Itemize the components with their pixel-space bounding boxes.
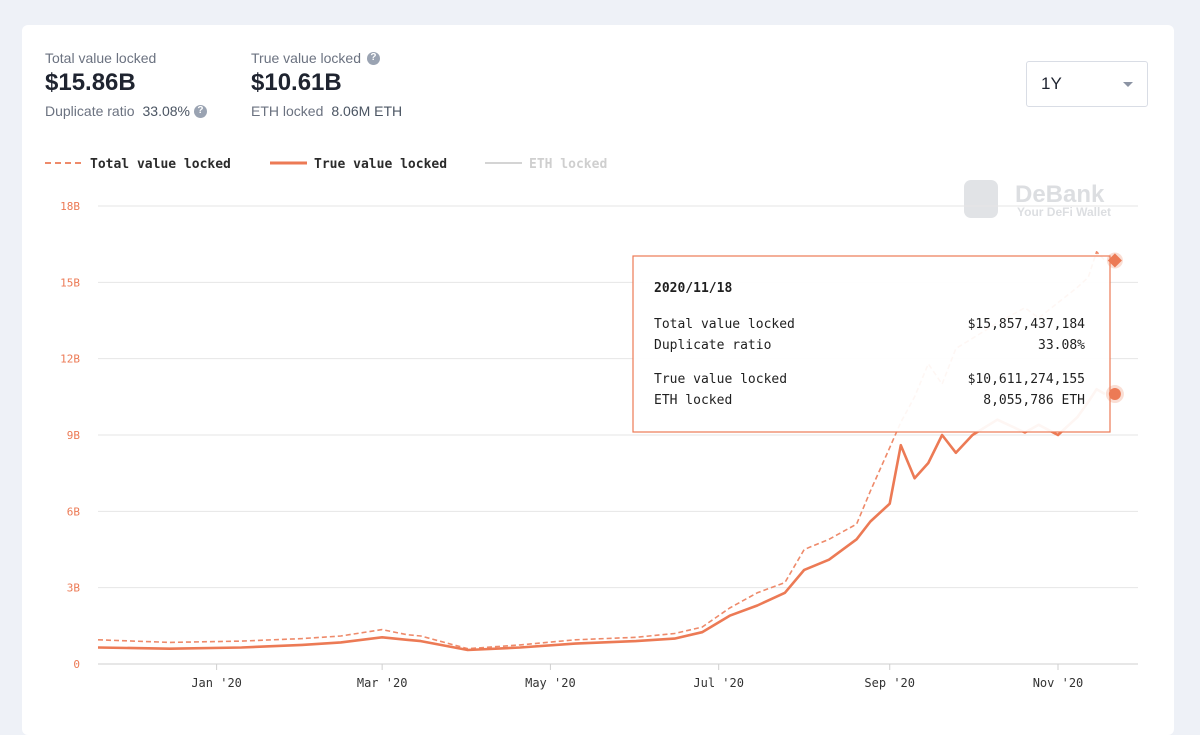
watermark-tagline: Your DeFi Wallet	[1017, 205, 1111, 219]
legend-item-true[interactable]: True value locked	[270, 157, 447, 172]
tvl-stat: Total value locked $15.86B Duplicate rat…	[45, 50, 207, 119]
tooltip-value: $15,857,437,184	[968, 317, 1086, 332]
tooltip-box	[632, 255, 1111, 433]
duplicate-ratio: Duplicate ratio 33.08% ?	[45, 103, 207, 119]
dup-value: 33.08%	[142, 103, 190, 119]
x-tick-label: Jan '20	[191, 676, 242, 690]
tooltip-value: $10,611,274,155	[968, 372, 1085, 387]
range-select-value: 1Y	[1041, 74, 1062, 93]
x-axis: Jan '20 Mar '20 May '20 Jul '20 Sep '20 Nov '…	[191, 664, 1083, 690]
tooltip: 2020/11/18 Total value locked $15,857,43…	[632, 255, 1111, 433]
tvl-label: Total value locked	[45, 50, 157, 66]
x-tick-label: Jul '20	[693, 676, 744, 690]
debank-watermark: DeBank Your DeFi Wallet	[964, 180, 1111, 219]
y-tick-label: 6B	[67, 505, 81, 518]
legend: Total value locked True value locked ETH…	[45, 157, 607, 172]
true-value: $10.61B	[251, 69, 342, 96]
tvl-value: $15.86B	[45, 69, 136, 96]
legend-item-eth[interactable]: ETH locked	[485, 157, 607, 172]
tooltip-value: 8,055,786 ETH	[983, 393, 1085, 408]
chevron-down-icon	[1123, 82, 1133, 87]
tooltip-label: True value locked	[654, 372, 787, 387]
legend-item-total[interactable]: Total value locked	[45, 157, 231, 172]
debank-logo-icon	[964, 180, 998, 218]
y-tick-label: 12B	[60, 353, 80, 366]
dup-label: Duplicate ratio	[45, 103, 135, 119]
eth-value: 8.06M ETH	[331, 103, 403, 119]
tvl-chart: Total value locked True value locked ETH…	[45, 157, 1138, 690]
y-tick-label: 0	[73, 658, 80, 671]
y-tick-label: 18B	[60, 200, 80, 213]
y-tick-label: 15B	[60, 276, 80, 289]
true-label-row: True value locked ?	[251, 50, 402, 66]
marker-total-value	[1107, 253, 1122, 268]
x-tick-label: Nov '20	[1033, 676, 1084, 690]
tooltip-label: Duplicate ratio	[654, 338, 771, 353]
eth-locked: ETH locked 8.06M ETH	[251, 103, 402, 119]
x-tick-label: May '20	[525, 676, 576, 690]
help-icon[interactable]: ?	[193, 104, 207, 118]
y-tick-label: 3B	[67, 582, 81, 595]
range-select[interactable]: 1Y	[1026, 61, 1148, 107]
legend-label-total: Total value locked	[90, 157, 231, 172]
x-tick-label: Sep '20	[864, 676, 915, 690]
legend-label-eth: ETH locked	[529, 157, 607, 172]
true-value-stat: True value locked ? $10.61B ETH locked 8…	[251, 50, 402, 119]
true-label: True value locked	[251, 50, 361, 66]
eth-label: ETH locked	[251, 103, 324, 119]
tooltip-label: Total value locked	[654, 317, 795, 332]
tooltip-value: 33.08%	[1038, 338, 1085, 353]
y-tick-label: 9B	[67, 429, 81, 442]
legend-label-true: True value locked	[314, 157, 447, 172]
y-axis: 0 3B 6B 9B 12B 15B 18B	[60, 200, 80, 671]
watermark-name: DeBank	[1015, 181, 1105, 208]
tooltip-date: 2020/11/18	[654, 281, 732, 296]
marker-true-value	[1108, 388, 1121, 401]
tooltip-label: ETH locked	[654, 393, 732, 408]
x-tick-label: Mar '20	[357, 676, 408, 690]
hover-markers	[1105, 252, 1124, 404]
help-icon[interactable]: ?	[366, 51, 380, 65]
